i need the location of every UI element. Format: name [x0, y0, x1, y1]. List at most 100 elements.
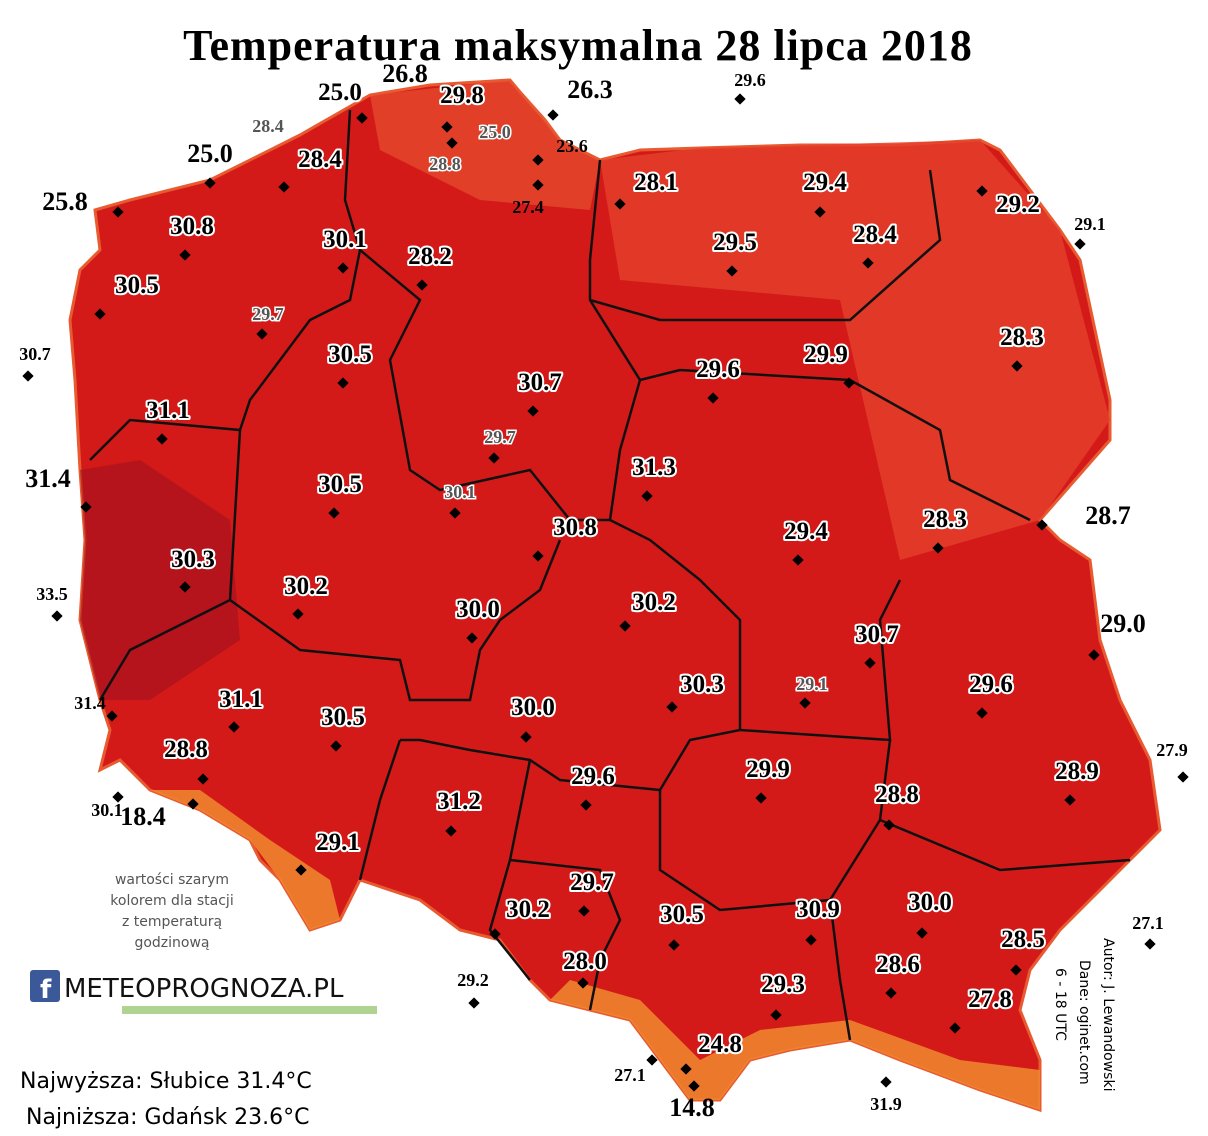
station-value: 28.7 [1085, 501, 1131, 530]
station-marker [726, 265, 738, 277]
note-line: z temperaturą [122, 914, 222, 930]
station-marker [805, 934, 817, 946]
stations: 25.0 26.8 29.8 26.3 25.0 28.4 25.8 23.6 27.4 28.1… [19, 59, 1189, 1122]
station-value: 29.9 [746, 756, 790, 783]
station-marker [580, 799, 592, 811]
station-marker [885, 987, 897, 999]
station-value: 30.2 [506, 896, 550, 923]
station-marker [295, 864, 307, 876]
station-value: 31.3 [632, 454, 676, 481]
facebook-icon [30, 970, 60, 1002]
station-marker [337, 262, 349, 274]
station-value: 28.8 [875, 781, 919, 808]
facebook-f: f [40, 975, 52, 1005]
station-marker [449, 507, 461, 519]
region-borders [89, 109, 1131, 1041]
station-marker [666, 701, 678, 713]
station-value: 31.2 [437, 788, 481, 815]
station-marker [1088, 649, 1100, 661]
station-value: 33.5 [36, 584, 68, 604]
station-value: 30.5 [328, 341, 372, 368]
station-marker [204, 177, 216, 189]
station-value: 30.2 [284, 573, 328, 600]
station-value: 26.8 [382, 59, 428, 88]
station-marker [668, 939, 680, 951]
station-value: 25.8 [42, 187, 88, 216]
station-value: 18.4 [120, 802, 166, 831]
station-marker [330, 740, 342, 752]
station-marker [489, 928, 501, 940]
station-value: 29.6 [734, 70, 766, 90]
station-marker [278, 181, 290, 193]
station-marker [532, 154, 544, 166]
station-value: 30.5 [660, 901, 704, 928]
station-marker [843, 377, 855, 389]
station-marker [1010, 964, 1022, 976]
station-value: 30.2 [632, 589, 676, 616]
hourly-station-value: 29.1 [796, 674, 828, 694]
station-marker [256, 328, 268, 340]
station-marker [1074, 238, 1086, 250]
station-value: 29.3 [761, 971, 805, 998]
station-marker [527, 405, 539, 417]
station-marker [337, 377, 349, 389]
station-value: 25.0 [318, 79, 362, 106]
hot-west [80, 460, 240, 700]
station-value: 28.6 [876, 951, 920, 978]
station-value: 29.6 [571, 763, 615, 790]
station-marker [577, 977, 589, 989]
station-value: 29.0 [1100, 609, 1146, 638]
station-marker [932, 542, 944, 554]
station-marker [1036, 519, 1048, 531]
cooler-coast [370, 80, 600, 210]
station-value: 27.1 [614, 1065, 646, 1085]
station-marker [22, 370, 34, 382]
logo: f METEOPROGNOZA.PL [30, 970, 377, 1014]
station-value: 14.8 [669, 1093, 715, 1122]
hourly-station-value: 28.8 [429, 154, 461, 174]
station-marker [416, 279, 428, 291]
station-value: 29.6 [969, 671, 1013, 698]
station-marker [445, 825, 457, 837]
note-line: godzinową [134, 935, 209, 951]
station-value: 28.5 [1001, 926, 1045, 953]
station-marker [179, 249, 191, 261]
hourly-station-value: 28.4 [252, 116, 284, 136]
station-value: 30.0 [908, 889, 952, 916]
station-value: 26.3 [567, 75, 613, 104]
station-value: 29.2 [457, 970, 489, 990]
station-marker [755, 792, 767, 804]
station-marker [680, 1063, 692, 1075]
station-value: 24.8 [698, 1031, 742, 1058]
station-marker [707, 392, 719, 404]
station-value: 29.4 [803, 169, 847, 196]
station-marker [1177, 771, 1189, 783]
station-marker [641, 490, 653, 502]
station-marker [688, 1080, 700, 1092]
credit-line: Autor: J. Lewandowski [1100, 938, 1116, 1091]
station-marker [792, 554, 804, 566]
station-marker [1064, 794, 1076, 806]
station-marker [814, 206, 826, 218]
station-value: 28.9 [1055, 758, 1099, 785]
station-marker [488, 452, 500, 464]
station-marker [156, 433, 168, 445]
station-marker [770, 1009, 782, 1021]
station-marker [179, 581, 191, 593]
station-marker [734, 93, 746, 105]
credits: Autor: J. Lewandowski Dane: oginet.com 6… [1052, 938, 1116, 1091]
station-value: 27.1 [1132, 913, 1164, 933]
station-marker [619, 620, 631, 632]
station-marker [532, 550, 544, 562]
station-value: 29.6 [696, 356, 740, 383]
hourly-station-value: 29.7 [484, 427, 516, 447]
station-value: 29.1 [1074, 214, 1106, 234]
station-value: 31.1 [146, 397, 190, 424]
station-value: 29.1 [316, 829, 360, 856]
station-marker [949, 1022, 961, 1034]
station-value: 28.4 [298, 146, 342, 173]
note-line: kolorem dla stacji [110, 893, 233, 909]
station-value: 30.3 [680, 671, 724, 698]
station-marker [976, 185, 988, 197]
